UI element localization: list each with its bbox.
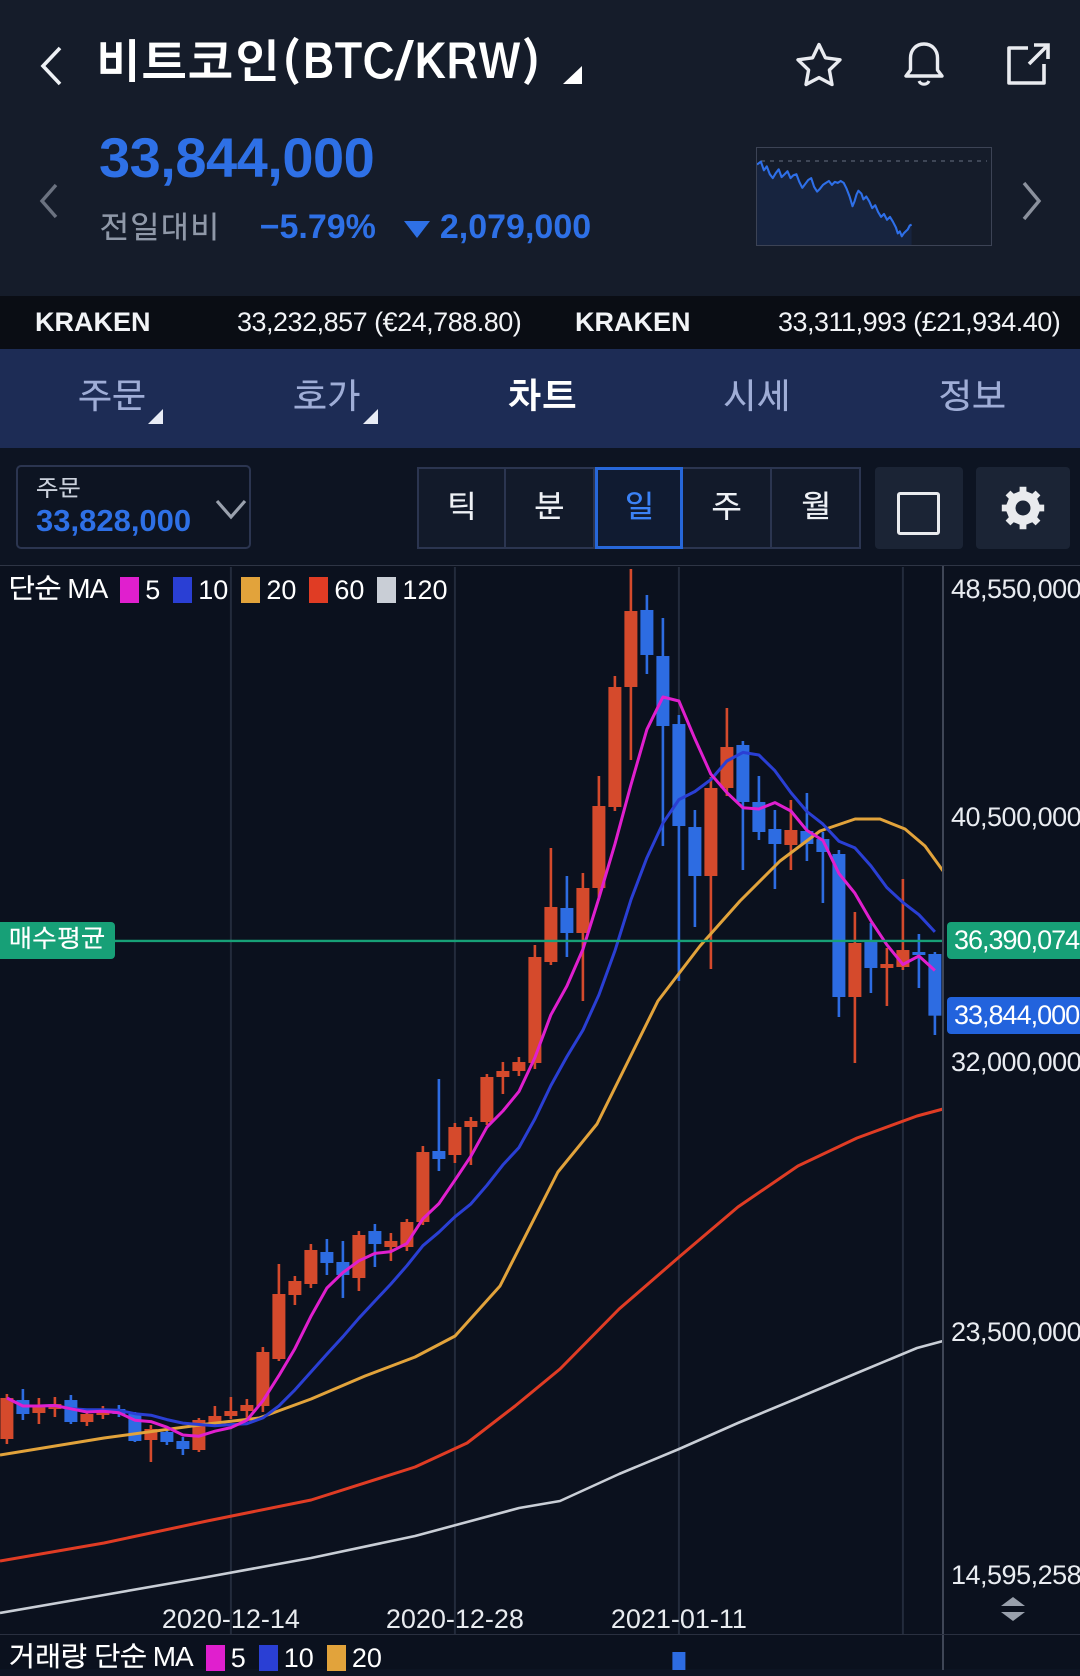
price-summary: 33,844,000 전일대비 −5.79% 2,079,000 xyxy=(0,126,1080,296)
exchange-name: KRAKEN xyxy=(35,307,151,337)
exchange-ticker-bar[interactable]: KRAKEN 33,232,857 (€24,788.80) KRAKEN 33… xyxy=(0,296,1080,349)
order-price-dropdown[interactable]: 주문 33,828,000 xyxy=(16,465,251,549)
favorite-star-icon[interactable] xyxy=(793,40,845,90)
ma-color-swatch xyxy=(309,577,329,603)
x-axis-label: 2020-12-14 xyxy=(161,1604,300,1634)
order-price-value: 33,828,000 xyxy=(36,503,192,538)
tab-정보[interactable]: 정보 xyxy=(937,381,1007,416)
last-price-badge: 33,844,000 xyxy=(947,997,1080,1035)
y-axis-label: 14,595,258 xyxy=(951,1560,1080,1591)
interval-button-일[interactable]: 일 xyxy=(594,467,684,549)
notification-bell-icon[interactable] xyxy=(899,38,949,92)
ma-period: 20 xyxy=(266,574,297,605)
share-icon[interactable] xyxy=(1001,40,1053,90)
volume-pane-divider xyxy=(0,1634,1080,1635)
y-axis-label: 23,500,000 xyxy=(951,1317,1080,1348)
ma-period: 10 xyxy=(283,1642,314,1673)
tab-시세[interactable]: 시세 xyxy=(722,381,792,416)
avg-buy-label-badge: 매수평균 xyxy=(0,922,116,960)
x-axis-label: 2021-01-11 xyxy=(610,1604,747,1634)
tab-주문[interactable]: 주문 xyxy=(77,381,147,416)
axis-scale-handle-icon[interactable] xyxy=(999,1596,1027,1622)
main-nav-tabs: 주문 호가 차트 시세 정보 xyxy=(0,349,1080,448)
ma-period: 120 xyxy=(402,574,448,605)
y-axis-label: 40,500,000 xyxy=(951,802,1080,833)
ma-color-swatch xyxy=(326,1645,346,1671)
interval-button-월[interactable]: 월 xyxy=(772,467,861,549)
app-header: 비트코인(BTC/KRW) xyxy=(0,0,1080,130)
ma-period: 5 xyxy=(145,574,161,605)
ma-color-swatch xyxy=(120,577,140,603)
y-axis-label: 48,550,000 xyxy=(951,574,1080,604)
ma-period: 5 xyxy=(230,1642,246,1673)
fullscreen-button[interactable] xyxy=(875,467,963,549)
chart-settings-button[interactable] xyxy=(976,467,1070,549)
volume-legend: 거래량 단순 MA 5 10 20 xyxy=(8,1642,382,1673)
x-axis-label: 2020-12-28 xyxy=(385,1604,524,1634)
ma-color-swatch xyxy=(241,577,261,603)
y-axis-label: 32,000,000 xyxy=(951,1046,1080,1077)
ma-period: 20 xyxy=(351,1642,382,1673)
candlestick-chart[interactable]: 단순 MA 5 10 20 60 120 매수평균 36,390,074 33,844,0… xyxy=(0,565,1080,1673)
gear-icon xyxy=(1001,486,1045,530)
change-row: 전일대비 −5.79% 2,079,000 xyxy=(99,208,591,249)
ma-color-swatch xyxy=(205,1645,225,1671)
tab-차트[interactable]: 차트 xyxy=(507,381,577,416)
down-arrow-icon xyxy=(403,221,430,238)
exchange-price: 33,232,857 (€24,788.80) xyxy=(237,307,522,337)
page-title[interactable]: 비트코인(BTC/KRW) xyxy=(95,42,544,88)
title-dropdown-icon xyxy=(563,66,582,84)
order-label: 주문 xyxy=(36,478,81,501)
interval-button-분[interactable]: 분 xyxy=(505,467,595,549)
exchange-price: 33,311,993 (£21,934.40) xyxy=(778,307,1061,337)
change-label: 전일대비 xyxy=(99,214,220,245)
next-coin-chevron-icon[interactable] xyxy=(1019,180,1043,222)
volume-legend-title: 거래량 단순 MA xyxy=(8,1643,194,1672)
square-icon xyxy=(897,492,940,535)
tab-호가[interactable]: 호가 xyxy=(292,381,362,416)
back-icon[interactable] xyxy=(36,44,66,88)
interval-button-틱[interactable]: 틱 xyxy=(417,467,506,549)
chevron-down-icon xyxy=(215,499,247,520)
ma-color-swatch xyxy=(377,577,397,603)
change-amount: 2,079,000 xyxy=(439,208,592,246)
mini-sparkline-chart[interactable] xyxy=(756,147,992,246)
chart-canvas[interactable] xyxy=(0,566,1080,1670)
avg-buy-price-badge: 36,390,074 xyxy=(947,922,1080,960)
ma-period: 10 xyxy=(198,574,229,605)
ma-color-swatch xyxy=(173,577,193,603)
exchange-name: KRAKEN xyxy=(575,307,691,337)
ma-legend: 단순 MA 5 10 20 60 120 xyxy=(8,574,448,605)
ma-period: 60 xyxy=(334,574,365,605)
prev-coin-chevron-icon[interactable] xyxy=(38,182,60,220)
current-price: 33,844,000 xyxy=(99,126,375,189)
interval-button-주[interactable]: 주 xyxy=(683,467,773,549)
ma-legend-title: 단순 MA xyxy=(8,575,108,604)
ma-color-swatch xyxy=(258,1645,278,1671)
change-percent: −5.79% xyxy=(259,208,376,246)
